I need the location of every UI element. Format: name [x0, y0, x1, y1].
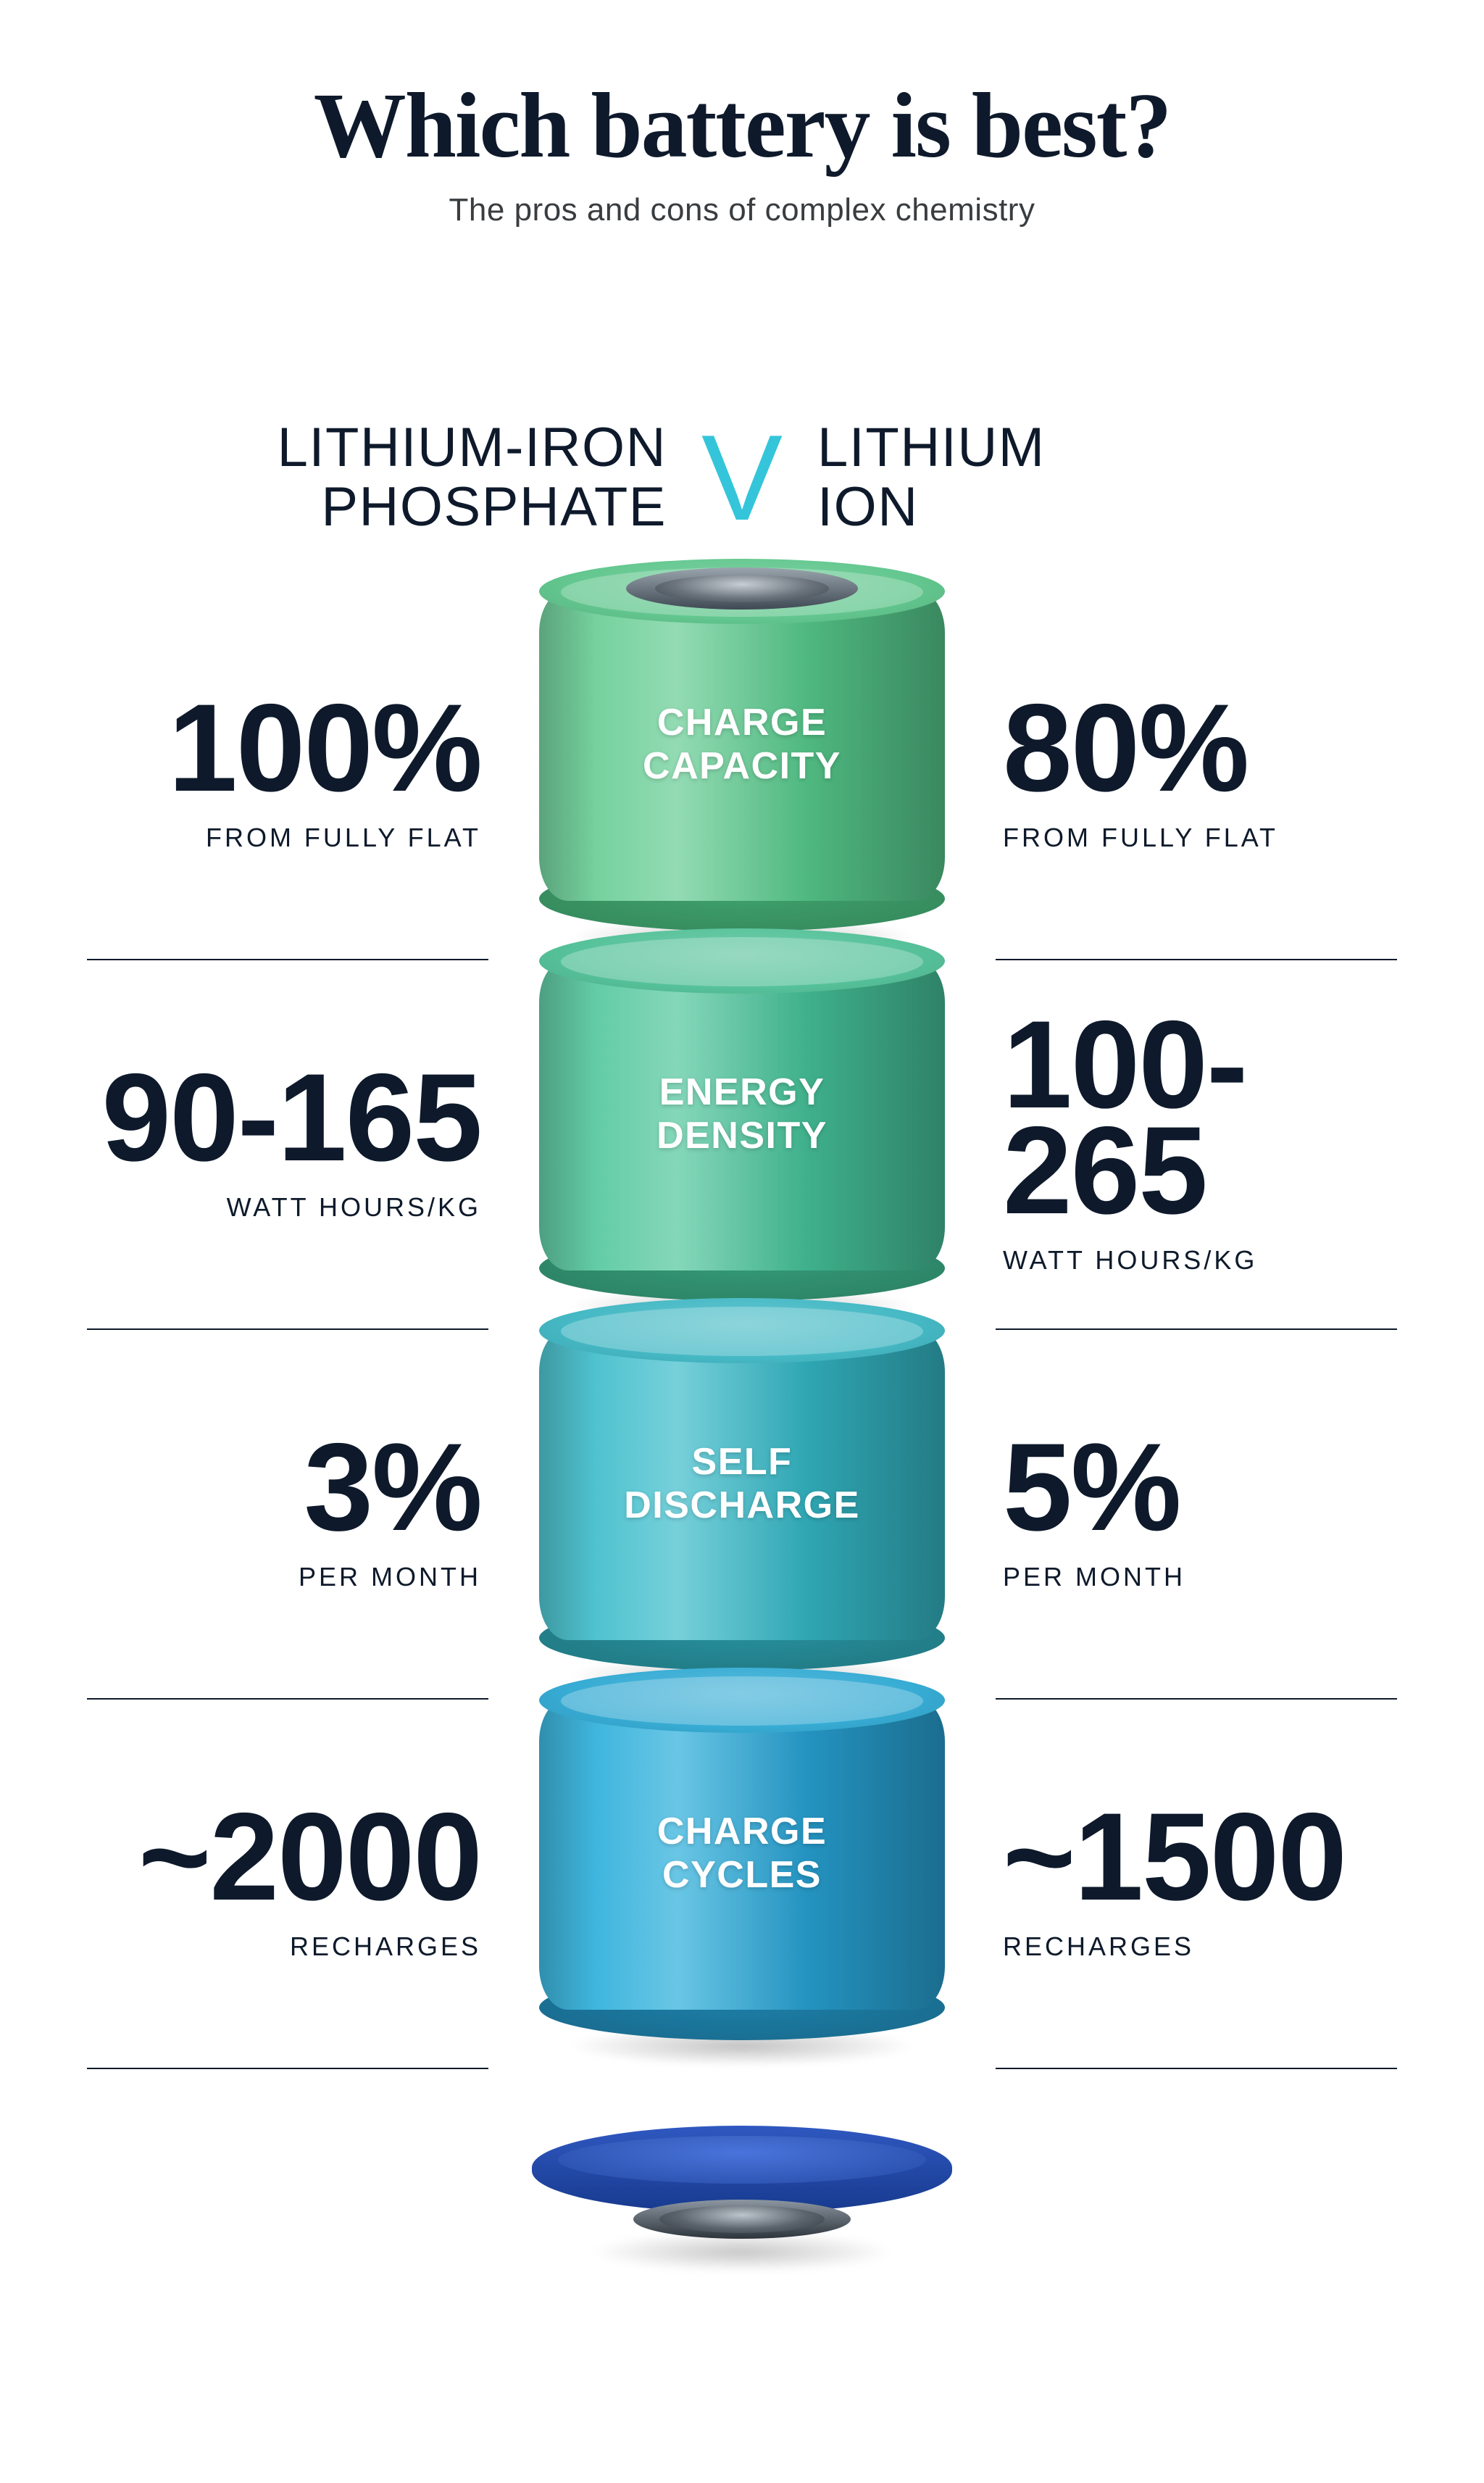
stat-left: 3% PER MONTH — [87, 1434, 488, 1592]
stat-value: 5% — [1003, 1434, 1180, 1540]
stat-value: 90-165 — [101, 1065, 481, 1170]
comparison-row: ~2000 RECHARGES CHARGECYCLES ~1500 RECHARGES — [87, 1698, 1397, 2068]
segment-label: ENERGYDENSITY — [539, 959, 945, 1270]
battery-segment: ENERGYDENSITY — [510, 959, 974, 1328]
versus-right-line2: ION — [817, 478, 1252, 537]
segment-label-line2: DISCHARGE — [624, 1484, 860, 1528]
stat-right: 5% PER MONTH — [996, 1434, 1397, 1592]
comparison-row: 3% PER MONTH SELFDISCHARGE 5% PER MONTH — [87, 1328, 1397, 1698]
stat-value: 3% — [304, 1434, 481, 1540]
battery-segment: CHARGECAPACITY — [510, 589, 974, 959]
stat-sublabel: FROM FULLY FLAT — [206, 823, 481, 853]
segment-label: CHARGECYCLES — [539, 1698, 945, 2010]
versus-left-line1: LITHIUM-IRON — [232, 418, 667, 478]
battery-cap-bottom-icon — [633, 2200, 851, 2239]
segment-label: SELFDISCHARGE — [539, 1328, 945, 1640]
segment-label-line1: ENERGY — [656, 1071, 828, 1115]
stat-value: 100-265 — [1003, 1012, 1397, 1223]
segment-label-line2: DENSITY — [656, 1115, 828, 1158]
infographic-page: Which battery is best? The pros and cons… — [0, 0, 1484, 2314]
base-disc-inner — [558, 2136, 926, 2184]
stat-sublabel: WATT HOURS/KG — [1003, 1245, 1257, 1276]
stat-sublabel: PER MONTH — [299, 1562, 481, 1592]
divider — [87, 959, 488, 960]
comparison-row: 90-165 WATT HOURS/KG ENERGYDENSITY 100-265 W… — [87, 959, 1397, 1328]
stat-value: ~1500 — [1003, 1804, 1346, 1910]
divider — [996, 959, 1397, 960]
versus-left: LITHIUM-IRON PHOSPHATE — [232, 418, 667, 537]
stat-value: 80% — [1003, 695, 1248, 801]
divider — [87, 2068, 488, 2069]
segment-label-line2: CAPACITY — [643, 745, 841, 789]
stat-sublabel: WATT HOURS/KG — [227, 1192, 481, 1223]
stat-left: 100% FROM FULLY FLAT — [87, 695, 488, 853]
versus-v-icon: V — [701, 417, 783, 538]
segment-label-line2: CYCLES — [657, 1854, 827, 1897]
comparison-row: 100% FROM FULLY FLAT CHARGECAPACITY 80% FROM… — [87, 589, 1397, 959]
stat-left: ~2000 RECHARGES — [87, 1804, 488, 1962]
versus-header: LITHIUM-IRON PHOSPHATE V LITHIUM ION — [87, 417, 1397, 538]
divider — [87, 1698, 488, 1700]
divider — [996, 1328, 1397, 1330]
stat-left: 90-165 WATT HOURS/KG — [87, 1065, 488, 1223]
stat-right: 100-265 WATT HOURS/KG — [996, 1012, 1397, 1276]
stat-sublabel: FROM FULLY FLAT — [1003, 823, 1278, 853]
battery-segment: CHARGECYCLES — [510, 1698, 974, 2068]
segment-label-line1: CHARGE — [657, 1810, 827, 1854]
stat-right: ~1500 RECHARGES — [996, 1804, 1397, 1962]
page-title: Which battery is best? — [87, 72, 1397, 179]
stat-value: ~2000 — [138, 1804, 481, 1910]
battery-segment: SELFDISCHARGE — [510, 1328, 974, 1698]
stat-value: 100% — [168, 695, 481, 801]
page-subtitle: The pros and cons of complex chemistry — [87, 192, 1397, 228]
divider — [996, 2068, 1397, 2069]
stat-right: 80% FROM FULLY FLAT — [996, 695, 1397, 853]
battery-cap-top-icon — [626, 567, 858, 610]
versus-right: LITHIUM ION — [817, 418, 1252, 537]
versus-left-line2: PHOSPHATE — [232, 478, 667, 537]
segment-label: CHARGECAPACITY — [539, 589, 945, 901]
divider — [996, 1698, 1397, 1700]
versus-right-line1: LITHIUM — [817, 418, 1252, 478]
battery-base — [532, 2126, 952, 2213]
stat-sublabel: PER MONTH — [1003, 1562, 1185, 1592]
segment-label-line1: CHARGE — [643, 702, 841, 745]
stat-sublabel: RECHARGES — [1003, 1931, 1194, 1962]
divider — [87, 1328, 488, 1330]
stat-sublabel: RECHARGES — [290, 1931, 481, 1962]
battery-stack: 100%FROM FULLY FLATCHARGECAPACITY80%FROM… — [87, 589, 1397, 2068]
segment-label-line1: SELF — [624, 1441, 860, 1484]
